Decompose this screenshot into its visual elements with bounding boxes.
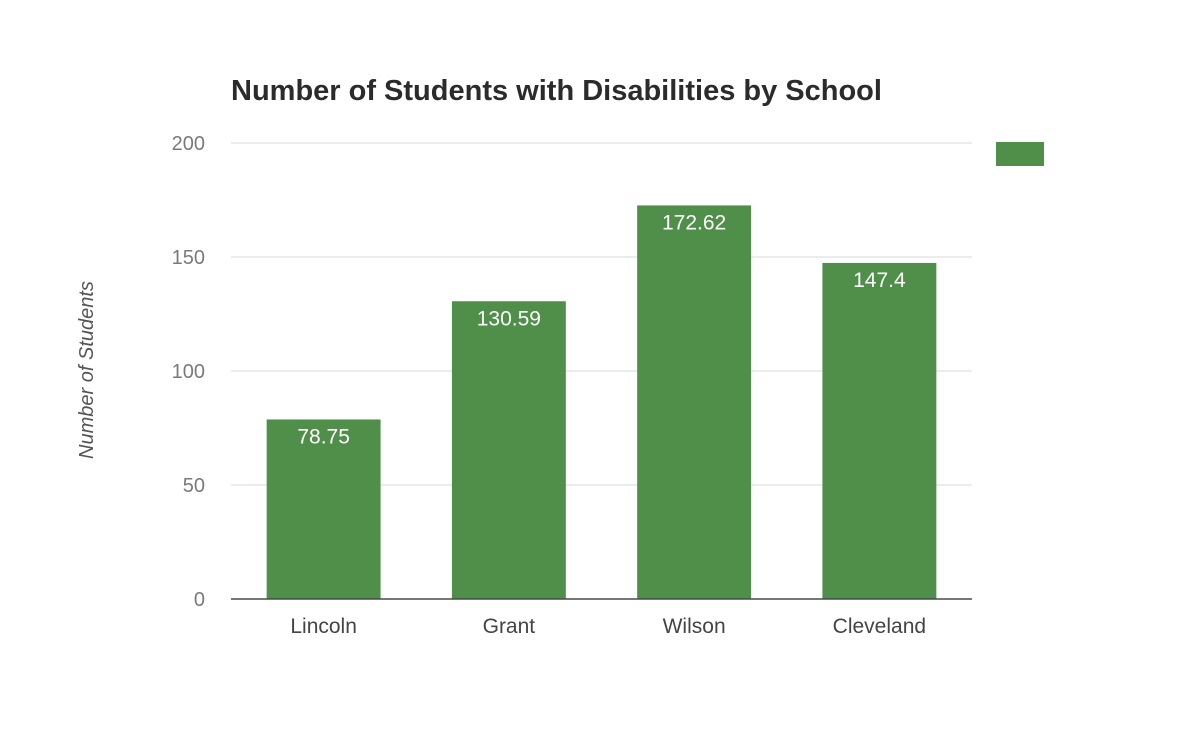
bar-value-label: 172.62: [662, 211, 726, 234]
y-tick-label: 100: [172, 361, 205, 383]
bars: [266, 205, 937, 600]
bar-value-label: 147.4: [853, 269, 906, 292]
bar-value-label: 78.75: [297, 425, 350, 448]
bar-value-labels: 78.75 130.59 172.62 147.4: [297, 211, 906, 448]
y-tick-label: 150: [172, 247, 205, 269]
bar-lincoln: [266, 419, 381, 599]
bar-wilson: [637, 205, 752, 600]
bar-cleveland: [822, 262, 937, 599]
y-tick-label: 50: [183, 475, 205, 497]
bar-value-label: 130.59: [477, 307, 541, 330]
x-axis-categories: Lincoln Grant Wilson Cleveland: [290, 615, 926, 638]
x-category-label: Grant: [483, 615, 536, 638]
bar-grant: [451, 301, 566, 599]
x-category-label: Wilson: [663, 615, 726, 638]
x-category-label: Cleveland: [833, 615, 926, 638]
y-tick-label: 200: [172, 133, 205, 155]
y-tick-label: 0: [194, 589, 205, 611]
x-category-label: Lincoln: [290, 615, 357, 638]
y-axis-label: Number of Students: [76, 281, 98, 459]
y-axis-ticks: 0 50 100 150 200: [172, 133, 205, 611]
legend-swatch: [996, 142, 1044, 166]
chart-title: Number of Students with Disabilities by …: [231, 75, 882, 107]
